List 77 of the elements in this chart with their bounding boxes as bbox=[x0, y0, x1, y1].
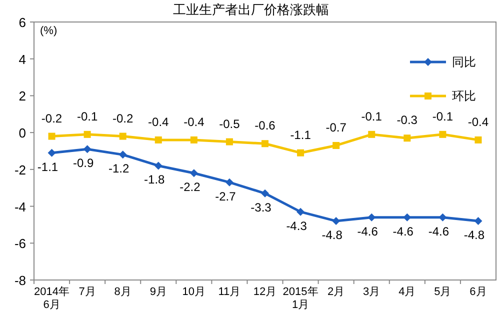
data-label: -0.1 bbox=[361, 109, 382, 124]
point bbox=[154, 136, 162, 144]
data-label: -3.3 bbox=[250, 200, 272, 214]
point bbox=[438, 213, 447, 222]
y-tick-label: 6 bbox=[18, 15, 26, 30]
point bbox=[403, 213, 412, 222]
point bbox=[297, 149, 304, 156]
data-label: -4.6 bbox=[428, 224, 450, 238]
data-label: -0.7 bbox=[326, 120, 347, 134]
chart-title: 工业生产者出厂价格涨跌幅 bbox=[173, 2, 329, 17]
data-label: -1.1 bbox=[290, 128, 312, 142]
y-tick-label: -6 bbox=[14, 236, 26, 252]
point bbox=[226, 138, 233, 146]
x-tick-label: 11月 bbox=[218, 286, 241, 298]
point bbox=[154, 162, 162, 170]
data-label: -4.8 bbox=[464, 228, 485, 242]
point bbox=[332, 217, 340, 226]
data-label: -1.2 bbox=[108, 162, 130, 176]
point bbox=[474, 217, 482, 226]
y-tick-label: 2 bbox=[18, 88, 26, 104]
x-tick-label: 9月 bbox=[150, 286, 167, 298]
y-tick-label: -8 bbox=[14, 273, 26, 288]
point bbox=[261, 189, 269, 198]
data-label: -0.9 bbox=[72, 156, 94, 170]
y-tick-label: -2 bbox=[14, 162, 26, 178]
point bbox=[48, 148, 56, 157]
y-tick-label: 4 bbox=[18, 52, 26, 67]
point bbox=[332, 142, 340, 149]
point bbox=[296, 208, 305, 216]
point bbox=[83, 145, 92, 154]
point bbox=[474, 136, 482, 144]
point bbox=[262, 140, 268, 148]
point bbox=[368, 213, 376, 222]
point bbox=[190, 136, 198, 144]
data-label: -0.3 bbox=[396, 113, 418, 128]
point bbox=[368, 130, 376, 138]
y-tick-label: 0 bbox=[18, 126, 26, 141]
x-tick-label: 2月 bbox=[328, 286, 345, 298]
data-label: -0.4 bbox=[468, 114, 489, 129]
y-axis-title: (%) bbox=[40, 25, 58, 37]
data-label: -0.2 bbox=[112, 111, 134, 126]
x-tick-label: 7月 bbox=[78, 286, 96, 298]
x-tick-label: 5月 bbox=[434, 286, 452, 298]
x-tick-label: 12月 bbox=[253, 286, 277, 298]
data-label: -4.6 bbox=[392, 224, 414, 238]
data-label: -1.8 bbox=[144, 172, 166, 187]
legend-label: 环比 bbox=[452, 89, 476, 103]
point bbox=[119, 132, 126, 140]
data-label: -2.2 bbox=[180, 180, 201, 194]
data-label: -0.4 bbox=[148, 114, 170, 129]
data-label: -0.6 bbox=[254, 118, 276, 133]
x-tick-label: 2014年 6月 bbox=[34, 286, 70, 311]
point bbox=[190, 169, 198, 178]
data-label: -2.7 bbox=[215, 189, 236, 204]
data-label: -4.3 bbox=[286, 218, 308, 233]
data-label: -0.1 bbox=[432, 109, 454, 124]
data-label: -1.1 bbox=[37, 160, 58, 174]
point bbox=[439, 130, 446, 138]
x-tick-label: 6月 bbox=[470, 286, 487, 298]
x-tick-label: 2015年 1月 bbox=[282, 286, 318, 311]
y-tick-label: -4 bbox=[14, 199, 26, 214]
point bbox=[404, 134, 411, 142]
data-label: -0.1 bbox=[76, 109, 98, 124]
point bbox=[225, 178, 234, 186]
legend-label: 同比 bbox=[452, 55, 476, 69]
x-tick-label: 10月 bbox=[182, 286, 206, 298]
x-tick-label: 3月 bbox=[363, 286, 380, 298]
data-label: -0.5 bbox=[219, 116, 240, 131]
point bbox=[48, 132, 56, 140]
data-label: -0.4 bbox=[184, 114, 205, 129]
data-label: -4.6 bbox=[357, 224, 378, 238]
x-tick-label: 8月 bbox=[114, 286, 132, 298]
data-label: -0.2 bbox=[41, 111, 62, 126]
point bbox=[118, 150, 127, 159]
data-label: -4.8 bbox=[322, 228, 343, 242]
point bbox=[84, 130, 91, 138]
x-tick-label: 4月 bbox=[398, 286, 416, 298]
